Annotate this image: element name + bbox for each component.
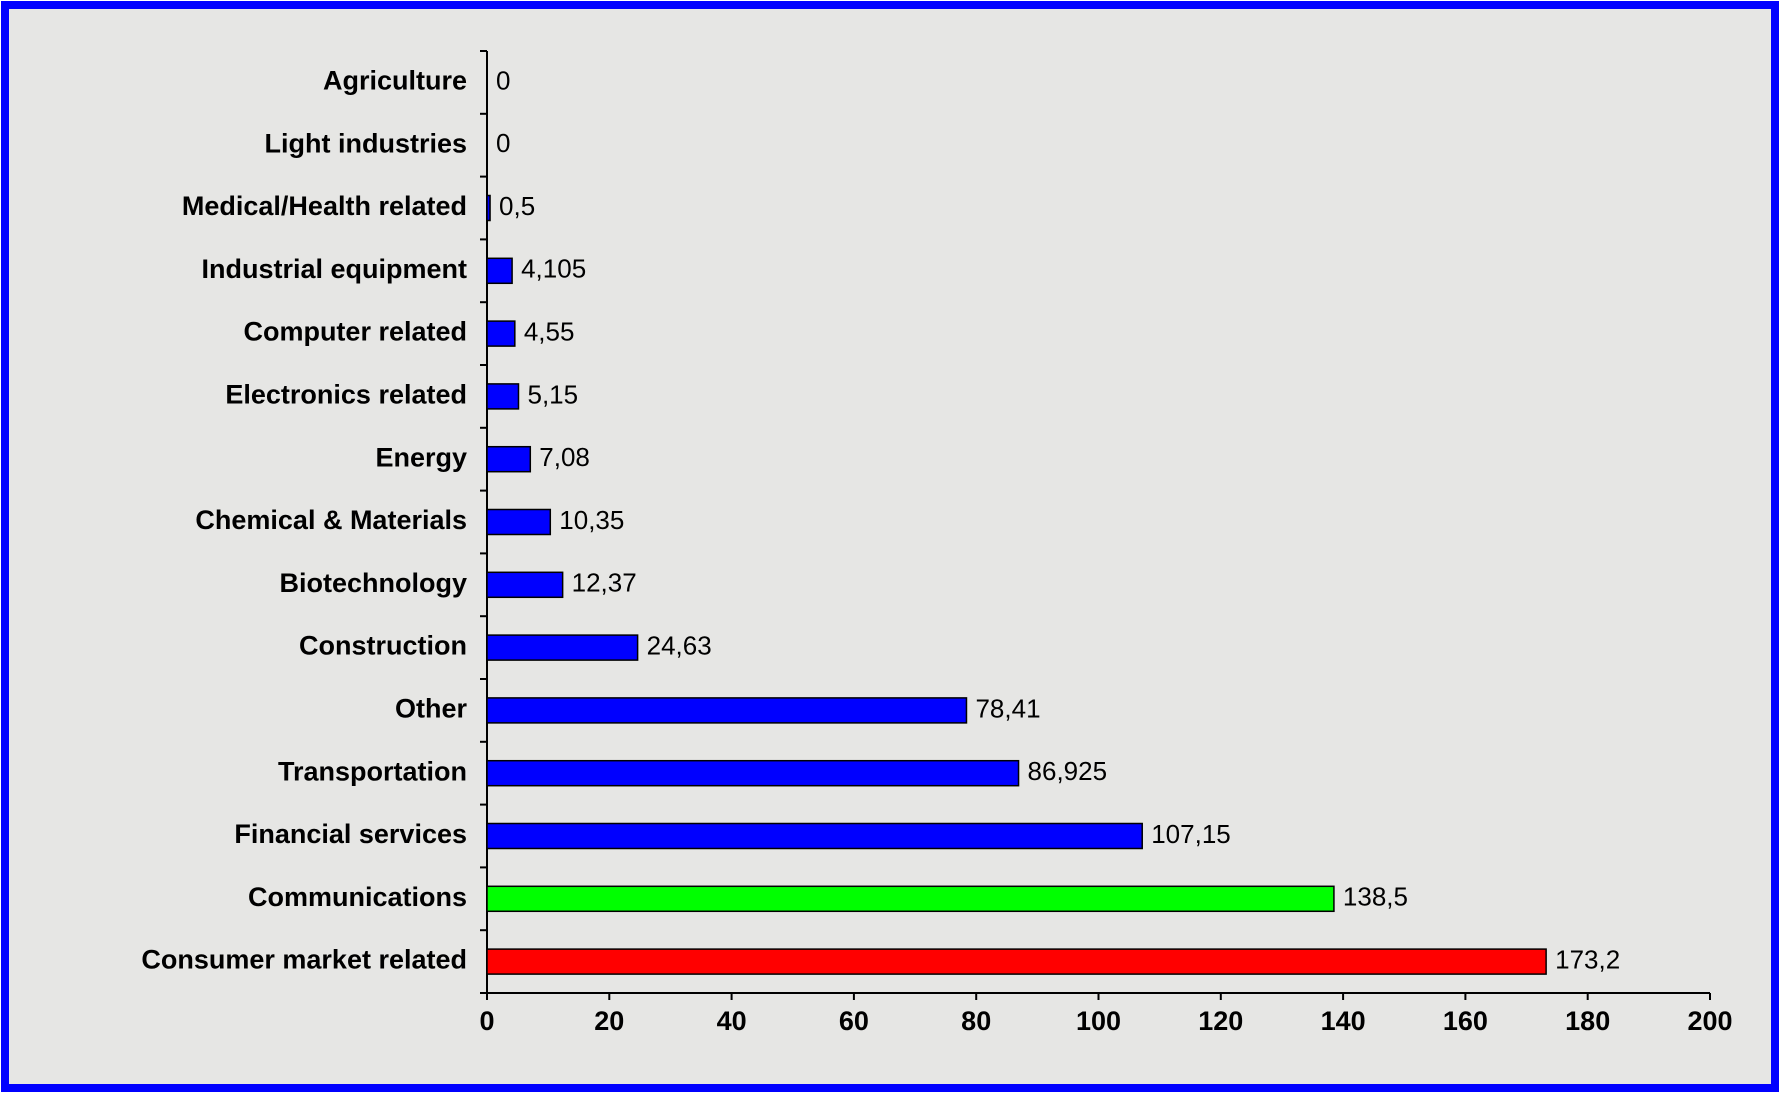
value-label: 107,15: [1151, 819, 1231, 849]
x-tick-label: 100: [1076, 1006, 1121, 1036]
value-label: 4,55: [524, 316, 575, 346]
y-tick-label: Transportation: [278, 756, 467, 786]
bar: [486, 822, 1143, 850]
bar: [486, 759, 1020, 787]
value-label: 10,35: [559, 505, 624, 535]
value-label: 4,105: [521, 254, 586, 284]
bar: [486, 257, 513, 285]
x-tick-label: 40: [717, 1006, 747, 1036]
value-label: 0: [496, 65, 510, 95]
x-tick-label: 0: [479, 1006, 494, 1036]
value-label: 0: [496, 128, 510, 158]
y-tick-label: Other: [395, 694, 468, 724]
x-tick-label: 160: [1443, 1006, 1488, 1036]
value-label: 86,925: [1028, 756, 1108, 786]
bar: [486, 383, 520, 410]
y-tick-label: Consumer market related: [141, 945, 467, 975]
y-tick-label: Energy: [375, 442, 467, 472]
bar: [486, 194, 491, 222]
x-tick-label: 20: [594, 1006, 624, 1036]
y-tick-label: Financial services: [234, 819, 467, 849]
x-tick-label: 180: [1565, 1006, 1610, 1036]
bar: [486, 445, 532, 473]
value-label: 24,63: [647, 630, 712, 660]
bar: [486, 571, 564, 599]
value-label: 0,5: [499, 191, 535, 221]
x-tick-label: 200: [1687, 1006, 1732, 1036]
y-tick-label: Medical/Health related: [182, 191, 467, 221]
bar: [486, 320, 516, 347]
y-tick-label: Chemical & Materials: [195, 505, 467, 535]
bar: [486, 948, 1547, 975]
x-tick-label: 140: [1321, 1006, 1366, 1036]
value-label: 5,15: [527, 379, 578, 409]
bar: [486, 697, 968, 724]
bar: [486, 508, 552, 536]
value-label: 138,5: [1343, 882, 1408, 912]
bar: [486, 634, 639, 661]
x-tick-label: 60: [839, 1006, 869, 1036]
y-tick-label: Electronics related: [225, 380, 467, 410]
y-tick-label: Construction: [299, 631, 467, 661]
value-label: 78,41: [975, 693, 1040, 723]
y-tick-label: Communications: [248, 882, 467, 912]
y-tick-label: Biotechnology: [280, 568, 468, 598]
bar: [486, 885, 1335, 913]
x-tick-label: 80: [961, 1006, 991, 1036]
y-tick-label: Agriculture: [323, 66, 467, 96]
value-label: 173,2: [1555, 944, 1620, 974]
y-tick-label: Computer related: [243, 317, 467, 347]
y-tick-label: Industrial equipment: [201, 254, 467, 284]
value-label: 12,37: [572, 568, 637, 598]
x-tick-label: 120: [1198, 1006, 1243, 1036]
value-label: 7,08: [539, 442, 590, 472]
y-tick-label: Light industries: [265, 128, 468, 158]
